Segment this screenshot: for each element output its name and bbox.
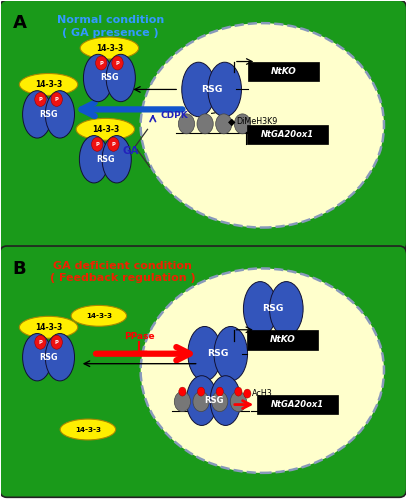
Circle shape [51,92,62,106]
Circle shape [193,392,209,411]
Text: RSG: RSG [201,85,222,94]
Text: P: P [55,340,59,344]
Circle shape [92,138,103,151]
Ellipse shape [80,37,139,59]
Text: CDPK: CDPK [160,112,188,120]
Text: P: P [39,97,42,102]
Circle shape [216,114,232,134]
Text: RSG: RSG [39,352,58,362]
Ellipse shape [71,306,127,326]
FancyBboxPatch shape [248,62,319,82]
Ellipse shape [243,282,277,336]
Ellipse shape [141,23,384,228]
Text: PPase: PPase [124,332,155,340]
Text: RSG: RSG [100,74,119,82]
Ellipse shape [182,62,215,116]
Text: 14-3-3: 14-3-3 [96,44,123,52]
Text: P: P [55,97,59,102]
Text: 14-3-3: 14-3-3 [35,80,62,89]
Text: NtGA20ox1: NtGA20ox1 [261,130,315,140]
Ellipse shape [214,326,247,381]
Ellipse shape [23,90,52,138]
Text: ◆: ◆ [228,116,235,126]
Ellipse shape [20,74,78,96]
Text: 14-3-3: 14-3-3 [92,125,119,134]
Ellipse shape [210,376,241,426]
Text: B: B [13,260,26,278]
Text: RSG: RSG [263,304,284,314]
Circle shape [235,387,242,396]
Text: P: P [39,340,42,344]
Circle shape [197,387,205,396]
Text: 14-3-3: 14-3-3 [86,313,112,319]
Ellipse shape [76,118,135,141]
Ellipse shape [186,376,217,426]
Ellipse shape [83,54,113,102]
Text: GA: GA [122,146,139,156]
Circle shape [108,138,119,151]
Text: RSG: RSG [207,349,228,358]
Ellipse shape [79,136,109,183]
FancyBboxPatch shape [247,126,328,144]
Ellipse shape [102,136,131,183]
FancyBboxPatch shape [0,0,407,252]
Circle shape [216,387,223,396]
Circle shape [234,114,251,134]
Text: NtKO: NtKO [271,67,296,76]
Text: Normal condition
( GA presence ): Normal condition ( GA presence ) [57,15,164,38]
Circle shape [96,56,107,70]
Ellipse shape [60,419,116,440]
Ellipse shape [20,316,78,338]
Ellipse shape [23,334,52,381]
Circle shape [174,392,190,411]
Text: RSG: RSG [96,155,115,164]
Ellipse shape [45,334,74,381]
Circle shape [230,392,247,411]
Text: GA deficient condition
( Feedback regulation ): GA deficient condition ( Feedback regula… [50,261,195,283]
Circle shape [197,114,213,134]
Ellipse shape [141,268,384,473]
Text: P: P [112,142,116,147]
Ellipse shape [269,282,303,336]
Circle shape [35,92,46,106]
FancyBboxPatch shape [247,330,318,349]
Text: DiMeH3K9: DiMeH3K9 [236,117,277,126]
Text: P: P [99,60,103,66]
Text: NtKO: NtKO [270,336,295,344]
Circle shape [244,389,251,398]
Text: P: P [116,60,119,66]
Circle shape [35,336,46,349]
Circle shape [212,392,228,411]
Text: 14-3-3: 14-3-3 [75,426,101,432]
Ellipse shape [188,326,221,381]
Text: NtGA20ox1: NtGA20ox1 [271,400,324,408]
Text: RSG: RSG [204,396,223,405]
Text: A: A [13,14,27,32]
Text: AcH3: AcH3 [252,389,273,398]
Circle shape [179,387,186,396]
Ellipse shape [106,54,136,102]
Circle shape [178,114,195,134]
Text: RSG: RSG [39,110,58,119]
Circle shape [112,56,123,70]
Circle shape [51,336,62,349]
Text: 14-3-3: 14-3-3 [35,323,62,332]
Text: P: P [95,142,99,147]
Ellipse shape [208,62,241,116]
Ellipse shape [45,90,74,138]
FancyBboxPatch shape [0,246,407,498]
FancyBboxPatch shape [257,394,338,413]
